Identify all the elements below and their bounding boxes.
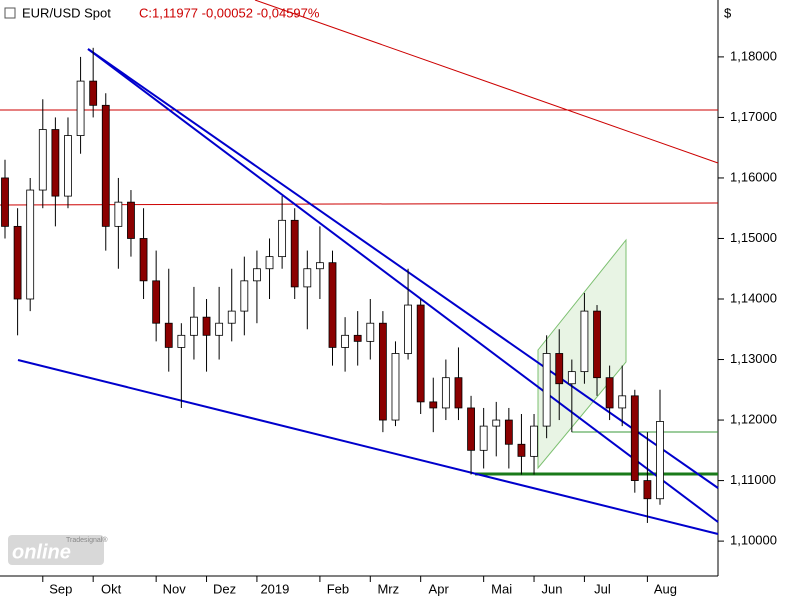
candle-body [580,310,589,373]
candle-body [555,353,564,385]
candle-body [429,401,438,409]
candle-body [1,177,9,227]
candle-body [328,262,337,348]
candle-body [240,280,249,312]
candle-body [139,238,148,282]
candle-body [492,419,501,427]
candle-body [404,304,412,354]
y-tick-label: 1,18000 [730,48,777,63]
chart-subtitle: C:1,11977 -0,00052 -0,04597% [139,5,320,20]
candle-body [630,395,639,481]
candle-body [605,377,614,409]
watermark-brand: Tradesignal® [66,536,108,544]
candle-body [202,316,211,336]
candle-body [290,219,299,288]
x-tick-label: Mrz [377,581,399,596]
y-tick-label: 1,13000 [730,351,777,366]
x-tick-label: Feb [327,581,349,596]
candle-body [643,480,652,500]
x-tick-label: Jul [594,581,611,596]
candle-body [416,304,425,403]
candles [1,47,664,523]
candle-body [265,256,274,270]
y-tick-label: 1,10000 [730,533,777,548]
candle-body [38,129,47,191]
candle-body [51,129,60,197]
chart-title: EUR/USD Spot [22,5,111,20]
candle-body [114,201,123,227]
trend-line [254,0,719,164]
candle-body [303,268,312,288]
candle-body [152,280,161,324]
candle-body [127,201,135,239]
candle-body [618,395,627,409]
trend-line [87,48,719,523]
x-tick-label: Mai [491,581,512,596]
candle-body [593,310,601,379]
candle-body [441,377,450,409]
candle-body [479,425,488,451]
candle-body [467,407,475,451]
y-tick-label: 1,16000 [730,169,777,184]
candle-body [391,353,400,421]
candle-body [64,135,72,197]
candle-body [13,225,22,300]
menu-icon[interactable] [4,7,16,19]
candle-body [76,80,85,136]
y-tick-label: 1,15000 [730,230,777,245]
y-tick-label: 1,12000 [730,411,777,426]
candle-body [190,316,198,336]
candle-body [542,353,551,427]
trend-line [87,48,719,489]
candle-body [366,322,375,342]
x-tick-label: Jun [542,581,563,596]
candle-body [26,189,35,300]
candle-body [353,334,362,342]
trend-line [17,359,719,535]
y-tick-label: 1,14000 [730,290,777,305]
candle-body [101,104,110,227]
y-axis-label: $ [724,5,732,20]
watermark-text: online [12,541,71,563]
x-tick-label: Nov [163,581,187,596]
x-tick-label: Aug [654,581,677,596]
candle-body [253,268,261,282]
x-tick-label: Apr [429,581,450,596]
candle-body [504,419,513,445]
candle-body [517,443,526,457]
x-tick-label: Sep [49,581,72,596]
candle-body [316,262,324,270]
candle-body [89,80,98,106]
y-tick-label: 1,17000 [730,109,777,124]
candle-body [341,334,349,348]
candle-body [215,322,224,336]
candle-body [164,322,173,348]
candle-body [656,421,664,500]
x-tick-label: Dez [213,581,236,596]
candle-body [530,425,538,457]
candle-body [378,322,387,421]
candle-body [567,371,576,385]
candle-body [227,310,236,324]
candle-body [278,219,287,258]
candle-body [177,334,186,348]
x-tick-label: Okt [101,581,122,596]
y-tick-label: 1,11000 [730,472,776,487]
candle-body [454,377,463,409]
x-tick-label: 2019 [260,581,289,596]
watermark-logo [8,535,104,565]
